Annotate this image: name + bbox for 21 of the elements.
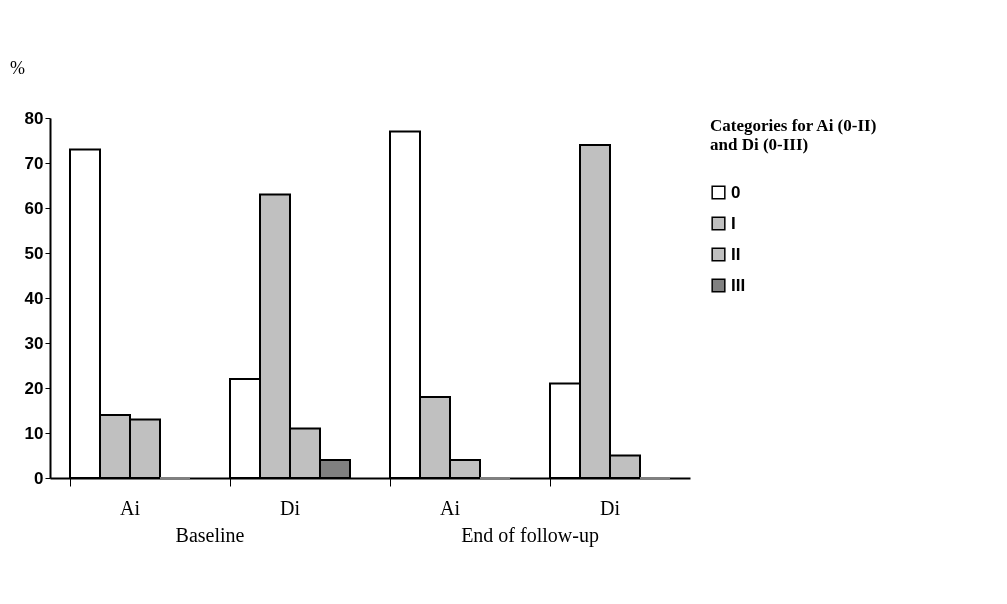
y-axis-title: % (10, 58, 25, 78)
x-tick-label: Di (600, 496, 621, 519)
text: End of follow-up (461, 524, 599, 547)
y-tick-label: 60 (24, 198, 44, 218)
y-tick-label: 40 (24, 288, 44, 308)
x-tick-label: Di (280, 496, 301, 519)
y-tick-label: 70 (24, 153, 44, 173)
legend-label: 0 (731, 182, 741, 202)
legend-label: III (731, 275, 746, 295)
x-tick-label: Ai (120, 496, 141, 519)
x-tick-label: Ai (440, 496, 461, 519)
legend-label: II (731, 244, 741, 264)
y-tick-label: 30 (24, 333, 44, 353)
legend-title: Categories for Ai (0-II) and Di (0-III) (710, 116, 877, 154)
y-tick-label: 20 (24, 378, 44, 398)
y-tick-label: 10 (24, 423, 44, 443)
text: Baseline (175, 524, 245, 546)
y-tick-label: 0 (34, 468, 44, 488)
y-tick-label: 80 (24, 108, 44, 128)
legend-label: I (731, 213, 736, 233)
y-tick-label: 50 (24, 243, 44, 263)
